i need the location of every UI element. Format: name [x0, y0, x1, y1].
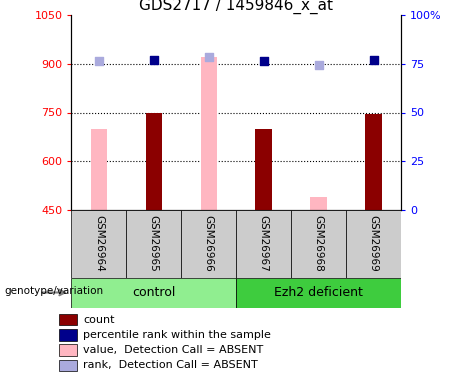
Bar	[59, 360, 77, 371]
Bar	[59, 344, 77, 356]
Bar	[146, 112, 162, 210]
Bar	[91, 129, 107, 210]
Point	[315, 62, 322, 68]
Text: GSM26964: GSM26964	[94, 215, 104, 272]
Point	[205, 54, 213, 60]
Bar	[346, 210, 401, 278]
Bar	[126, 210, 181, 278]
Bar	[59, 329, 77, 340]
Bar	[181, 210, 236, 278]
Bar	[71, 210, 126, 278]
Point	[370, 57, 377, 63]
Bar	[310, 197, 327, 210]
Text: GSM26968: GSM26968	[313, 215, 324, 272]
Point	[95, 58, 103, 64]
Text: rank,  Detection Call = ABSENT: rank, Detection Call = ABSENT	[83, 360, 258, 370]
Text: Ezh2 deficient: Ezh2 deficient	[274, 286, 363, 299]
Bar	[201, 57, 217, 210]
Bar	[291, 210, 346, 278]
Text: count: count	[83, 315, 115, 324]
Bar	[236, 210, 291, 278]
Text: GSM26965: GSM26965	[149, 215, 159, 272]
Text: genotype/variation: genotype/variation	[5, 286, 104, 296]
Title: GDS2717 / 1459846_x_at: GDS2717 / 1459846_x_at	[139, 0, 333, 13]
Bar	[59, 314, 77, 325]
Text: GSM26966: GSM26966	[204, 215, 214, 272]
Bar	[71, 278, 236, 308]
Text: percentile rank within the sample: percentile rank within the sample	[83, 330, 271, 340]
Bar	[236, 278, 401, 308]
Bar	[366, 114, 382, 210]
Bar	[255, 129, 272, 210]
Text: control: control	[132, 286, 176, 299]
Text: GSM26969: GSM26969	[369, 215, 378, 272]
Point	[260, 58, 267, 64]
Point	[150, 57, 158, 63]
Text: GSM26967: GSM26967	[259, 215, 269, 272]
Text: value,  Detection Call = ABSENT: value, Detection Call = ABSENT	[83, 345, 263, 355]
